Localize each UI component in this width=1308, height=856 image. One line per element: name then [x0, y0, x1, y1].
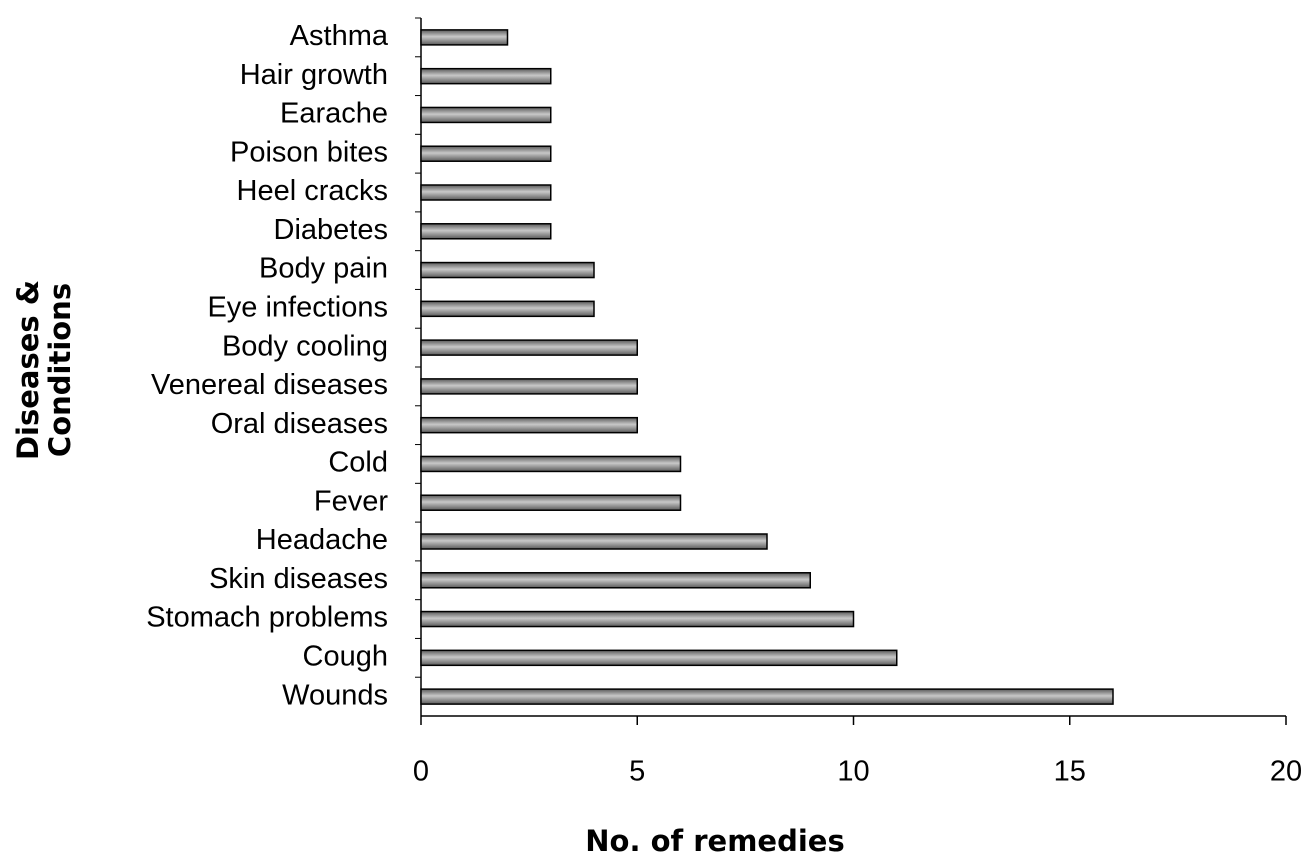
bar	[420, 533, 768, 550]
bar	[420, 416, 638, 434]
y-axis-label: Diseases &	[11, 280, 45, 460]
y-tick-label: Diabetes	[274, 214, 388, 246]
y-tick-label: Oral diseases	[211, 408, 388, 440]
y-tick-label: Earache	[280, 98, 388, 130]
bar	[420, 261, 595, 279]
y-axis-label: Conditions	[43, 283, 77, 457]
bar	[420, 378, 638, 395]
bar	[420, 300, 595, 318]
bar	[420, 494, 682, 511]
x-tick-label: 20	[1270, 756, 1302, 788]
bar	[420, 67, 552, 85]
y-tick-label: Hair growth	[240, 59, 388, 91]
y-tick-label: Skin diseases	[209, 563, 388, 595]
y-tick-label: Body cooling	[222, 330, 388, 362]
y-tick-label: Body pain	[259, 253, 388, 285]
y-tick-label: Fever	[314, 485, 388, 517]
y-tick-label: Wounds	[282, 679, 388, 711]
y-tick-label: Cold	[328, 447, 388, 479]
x-axis-label: No. of remedies	[585, 824, 844, 856]
bar	[420, 649, 898, 667]
bar	[420, 610, 855, 628]
bar	[420, 223, 552, 240]
x-tick-label: 5	[629, 756, 645, 788]
y-tick-label: Poison bites	[230, 136, 388, 168]
x-tick-label: 10	[837, 756, 869, 788]
y-tick-label: Asthma	[290, 20, 389, 52]
bar	[420, 106, 552, 124]
y-tick-label: Cough	[303, 640, 388, 672]
bar	[420, 145, 552, 162]
bar	[420, 455, 682, 473]
bar	[420, 572, 811, 589]
bar	[420, 29, 509, 46]
y-tick-label: Eye infections	[207, 291, 388, 323]
x-tick-label: 15	[1054, 756, 1086, 788]
y-tick-label: Headache	[256, 524, 388, 556]
y-tick-label: Stomach problems	[146, 602, 388, 634]
y-tick-label: Heel cracks	[237, 175, 389, 207]
bar	[420, 688, 1114, 705]
x-tick-label: 0	[413, 756, 429, 788]
y-tick-label: Venereal diseases	[151, 369, 388, 401]
bar	[420, 339, 638, 356]
bar	[420, 184, 552, 201]
